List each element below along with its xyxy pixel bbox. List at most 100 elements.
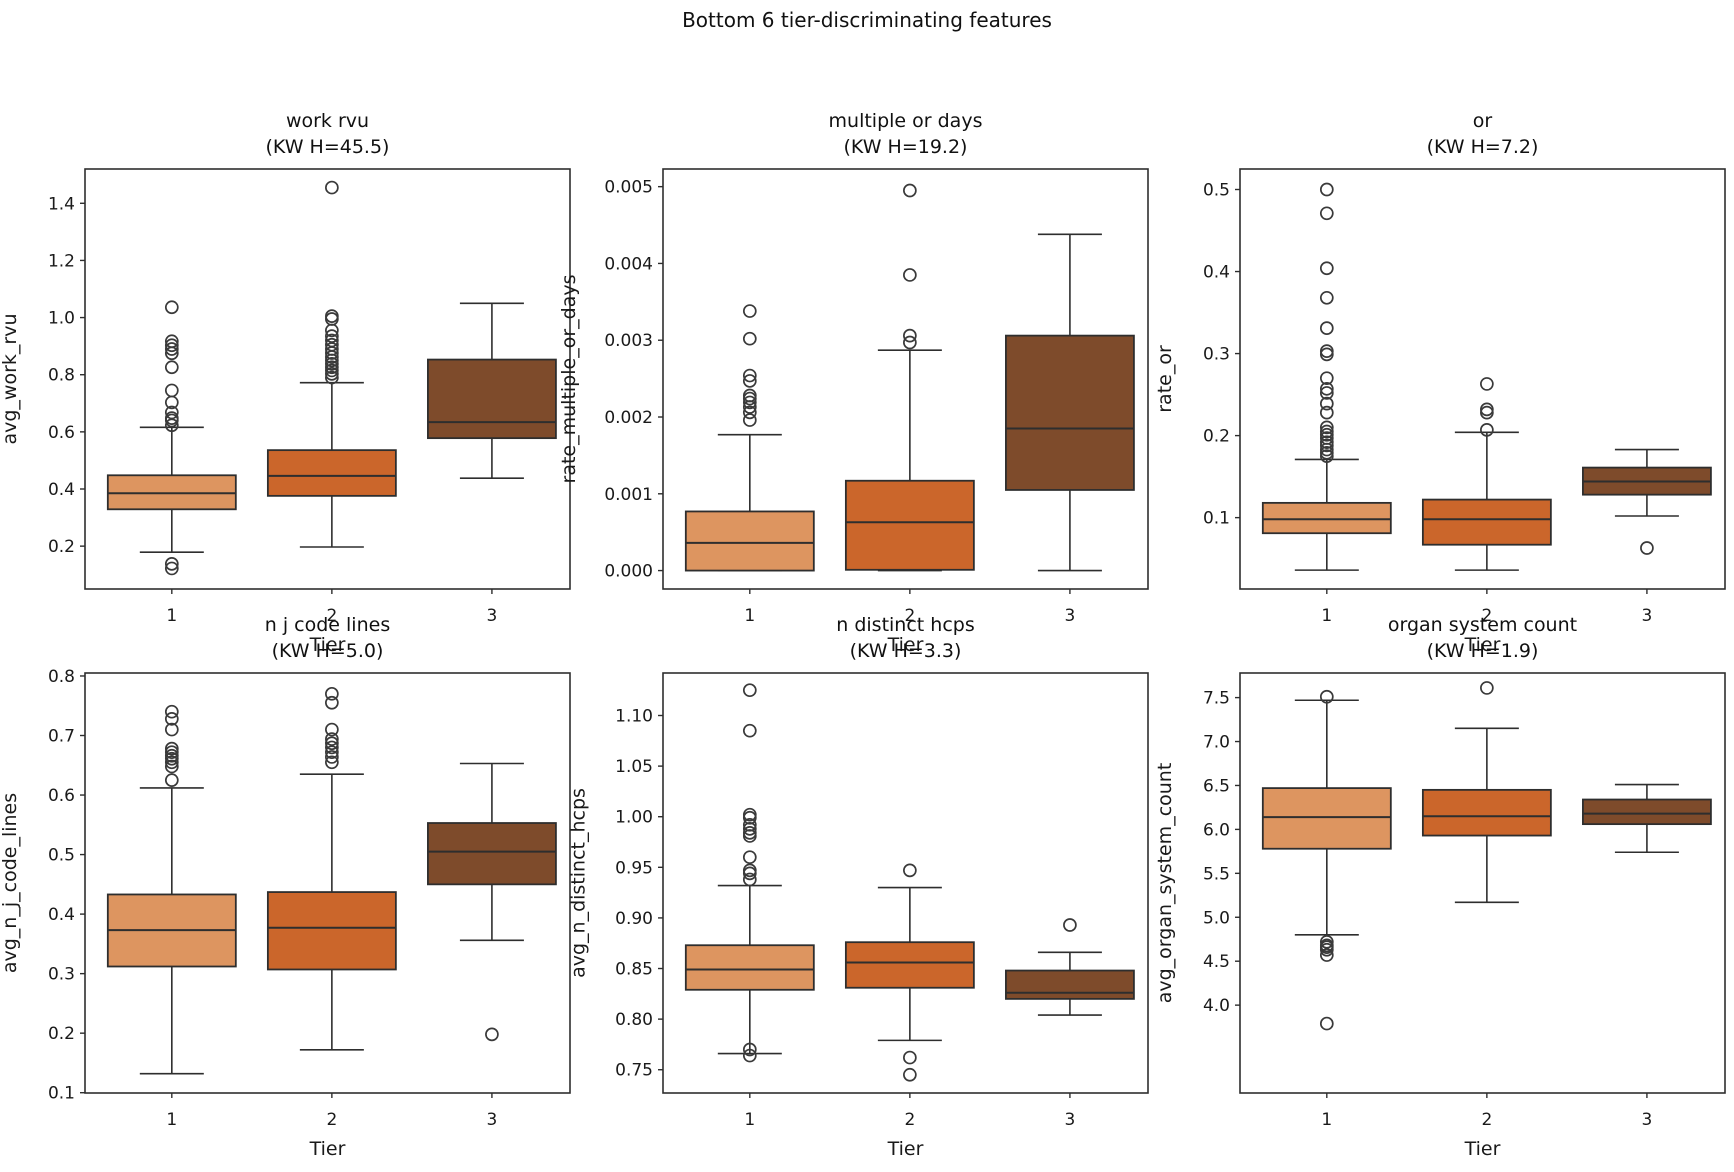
outlier-point [325,333,339,348]
y-tick-label: 0.5 [48,846,75,866]
iqr-box [1582,798,1712,826]
box-group-tier-1 [106,704,237,1075]
iqr-box [427,358,557,440]
y-tick-label: 1.2 [48,251,75,271]
y-tick-label: 0.8 [48,667,75,687]
outlier-point [903,268,917,282]
outlier-point [325,342,339,356]
outlier-point [1319,386,1334,400]
outlier-point [325,686,339,701]
outlier-point [903,1067,917,1082]
plot-title-feature: multiple or days [828,110,983,132]
y-tick-label: 0.005 [604,178,653,198]
x-tick-label: 2 [904,1110,915,1130]
x-tick-label: 3 [487,606,498,626]
outlier-point [164,338,179,353]
outlier-point [742,863,757,878]
boxplot-axes: 4.0 4.5 5.0 5.5 6.0 6.5 7.0 7.5 avg_organ_system… [1154,672,1726,1160]
plot-title-feature: or [1472,110,1493,132]
y-tick-label: 0.4 [1203,263,1230,283]
axes-frame [1239,672,1726,1094]
outlier-point [742,850,757,865]
outlier-point [742,826,757,840]
x-tick-label: 1 [1321,606,1332,626]
outlier-point [164,360,179,375]
x-axis-label: Tier [887,1138,924,1160]
outlier-point [903,328,917,343]
outlier-point [742,413,757,427]
outlier-point [1319,405,1334,420]
iqr-box [1421,498,1552,546]
outlier-point [485,1027,499,1042]
x-tick-label: 1 [744,606,755,626]
outlier-point [164,557,179,571]
iqr-box [684,944,815,991]
x-tick-label: 3 [1065,606,1076,626]
axes-frame [662,168,1149,590]
outlier-point [325,755,339,770]
x-tick-label: 3 [487,1110,498,1130]
y-tick-label: 1.4 [48,194,75,214]
axes-frame [84,672,571,1094]
outlier-point [325,732,339,746]
y-tick-label: 0.2 [48,537,75,557]
iqr-box [1261,501,1392,535]
outlier-point [1480,681,1494,695]
outlier-point [325,329,339,343]
outlier-point [1319,381,1334,396]
outlier-point [1319,420,1334,435]
axes-frame [1239,168,1726,590]
outlier-point [325,357,339,371]
outlier-point [164,704,179,719]
y-tick-label: 0.003 [604,331,653,351]
outlier-point [742,817,757,832]
outlier-point [325,750,339,764]
y-tick-label: 1.10 [615,707,653,727]
x-tick-label: 1 [1321,1110,1332,1130]
x-axis-label: Tier [309,634,346,656]
y-tick-label: 0.6 [48,423,75,443]
outlier-point [742,1048,757,1063]
axes-frame [84,168,571,590]
y-tick-label: 7.0 [1203,733,1230,753]
outlier-point [742,405,757,420]
y-tick-label: 0.75 [615,1061,653,1081]
y-tick-label: 4.0 [1203,996,1230,1016]
y-tick-label: 5.5 [1203,864,1230,884]
y-tick-label: 1.00 [615,808,653,828]
x-tick-label: 3 [1642,606,1653,626]
y-tick-label: 0.3 [48,965,75,985]
y-tick-label: 5.0 [1203,908,1230,928]
outlier-point [1319,396,1334,411]
outlier-point [742,872,757,887]
y-tick-label: 1.05 [615,757,653,777]
outlier-point [1319,321,1334,335]
x-tick-label: 3 [1065,1110,1076,1130]
box-group-tier-3 [1582,783,1712,854]
box-group-tier-1 [1261,182,1392,571]
y-axis-label: avg_n_j_code_lines [0,793,21,973]
y-tick-label: 7.5 [1203,689,1230,709]
outlier-point [164,722,179,737]
outlier-point [1319,290,1334,305]
plot-title-feature: work rvu [285,110,370,132]
box-group-tier-2 [266,180,397,548]
outlier-point [325,309,339,323]
y-tick-label: 0.7 [48,727,75,747]
y-tick-label: 0.80 [615,1010,653,1030]
y-tick-label: 0.1 [48,1084,75,1104]
subplot-n-j-code-lines: n j code lines (KW H=5.0) 0.1 0.2 0.3 0.4 0.… [0,614,571,1160]
outlier-point [325,722,339,737]
outlier-point [1640,541,1654,555]
outlier-point [1319,261,1334,276]
outlier-point [742,822,757,836]
outlier-point [164,748,179,763]
outlier-point [164,745,179,760]
outlier-point [1319,424,1334,439]
outlier-point [742,683,757,698]
outlier-point [1319,689,1334,704]
outlier-point [164,755,179,770]
outlier-point [164,411,179,425]
y-tick-label: 0.000 [604,562,653,582]
box-group-tier-3 [1005,918,1135,1016]
